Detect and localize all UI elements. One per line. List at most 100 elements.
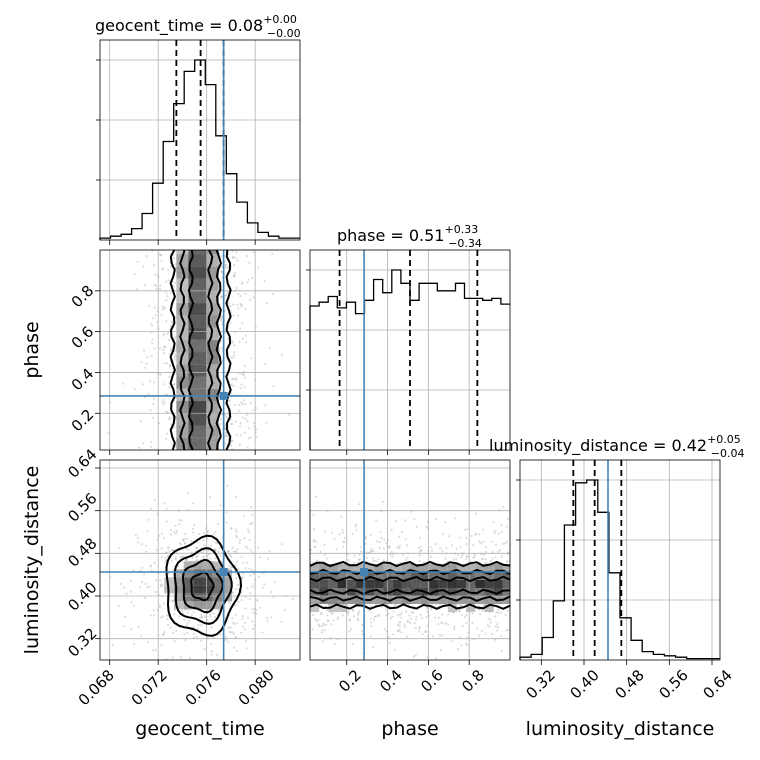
density-cell-distance-phase [346,596,356,604]
sample-point [210,544,213,548]
sample-point [160,254,163,257]
sample-point [155,579,158,582]
sample-point [371,646,374,649]
sample-point [452,558,455,561]
sample-point [398,628,401,631]
sample-point [480,629,483,633]
sample-point [239,327,242,330]
sample-point [457,610,460,613]
sample-point [178,541,181,545]
sample-point [393,604,396,607]
sample-point [232,314,235,317]
sample-point [165,438,168,441]
sample-point [244,545,248,548]
sample-point [129,579,132,582]
sample-point [419,549,422,552]
sample-point [283,609,286,612]
sample-point [220,270,223,273]
sample-point [351,532,354,535]
histograms [99,59,720,660]
sample-point [159,373,163,376]
density-cell-phase-time [188,364,207,377]
density-cell-distance-time [183,585,194,594]
sample-point [139,586,142,589]
density-cell-distance-time [164,577,174,586]
sample-point [168,352,171,355]
sample-point [161,615,164,618]
sample-point [505,629,508,632]
sample-point [418,536,421,539]
sample-point [341,531,345,534]
sample-point [164,556,167,559]
density-cell-distance-phase [328,588,338,596]
sample-point [219,633,222,636]
sample-point [163,362,166,365]
sample-point [162,537,165,540]
sample-point [313,539,316,542]
sample-point [348,630,351,633]
density-cell-distance-phase [420,572,430,580]
density-cell-phase-time [176,290,189,304]
sample-point [203,648,206,651]
sample-point [479,542,482,545]
sample-point [178,519,181,522]
sample-point [375,519,378,522]
sample-point [347,610,350,613]
sample-point [248,427,251,430]
sample-point [230,383,234,386]
sample-point [169,325,172,328]
sample-point [388,546,391,549]
sample-point [196,627,199,631]
density-cell-distance-time [183,593,194,602]
density-cell-distance-phase [365,564,375,572]
sample-point [107,432,110,435]
density-cell-distance-phase [438,580,448,588]
sample-point [220,295,223,298]
sample-point [312,528,315,531]
sample-point [165,299,168,302]
sample-point [421,633,424,636]
sample-point [209,557,212,560]
sample-point [233,351,236,354]
sample-point [269,590,272,594]
sample-point [169,365,172,368]
sample-point [130,601,133,604]
sample-point [373,615,376,618]
sample-point [146,356,149,359]
sample-point [175,532,178,535]
sample-point [161,267,164,270]
sample-point [342,614,345,617]
contour-phase-time-1 [179,249,186,451]
density-cell-phase-time [188,413,207,426]
density-cell-distance-phase [411,588,421,596]
sample-point [236,548,239,551]
sample-point [336,617,339,621]
sample-point [239,387,242,390]
density-cell-phase-time [176,250,189,255]
sample-point [240,383,243,386]
sample-point [379,530,382,534]
sample-point [478,540,481,543]
sample-point [259,606,262,609]
sample-point [500,649,503,653]
truth-marker-2-1 [360,568,369,576]
sample-point [184,639,187,642]
sample-point [152,614,155,617]
sample-point [244,307,247,310]
sample-point [377,613,380,617]
sample-point [465,543,468,546]
sample-point [174,557,177,561]
sample-point [400,531,403,534]
sample-point [232,275,235,278]
sample-point [154,284,158,287]
sample-point [493,615,496,618]
sample-point [454,517,457,520]
sample-point [473,553,477,556]
sample-point [493,532,496,535]
sample-point [231,256,234,259]
sample-point [382,559,385,562]
sample-point [224,427,227,430]
sample-point [170,320,173,324]
density-cell-distance-phase [438,596,448,604]
density-cell-distance-time [212,585,223,594]
